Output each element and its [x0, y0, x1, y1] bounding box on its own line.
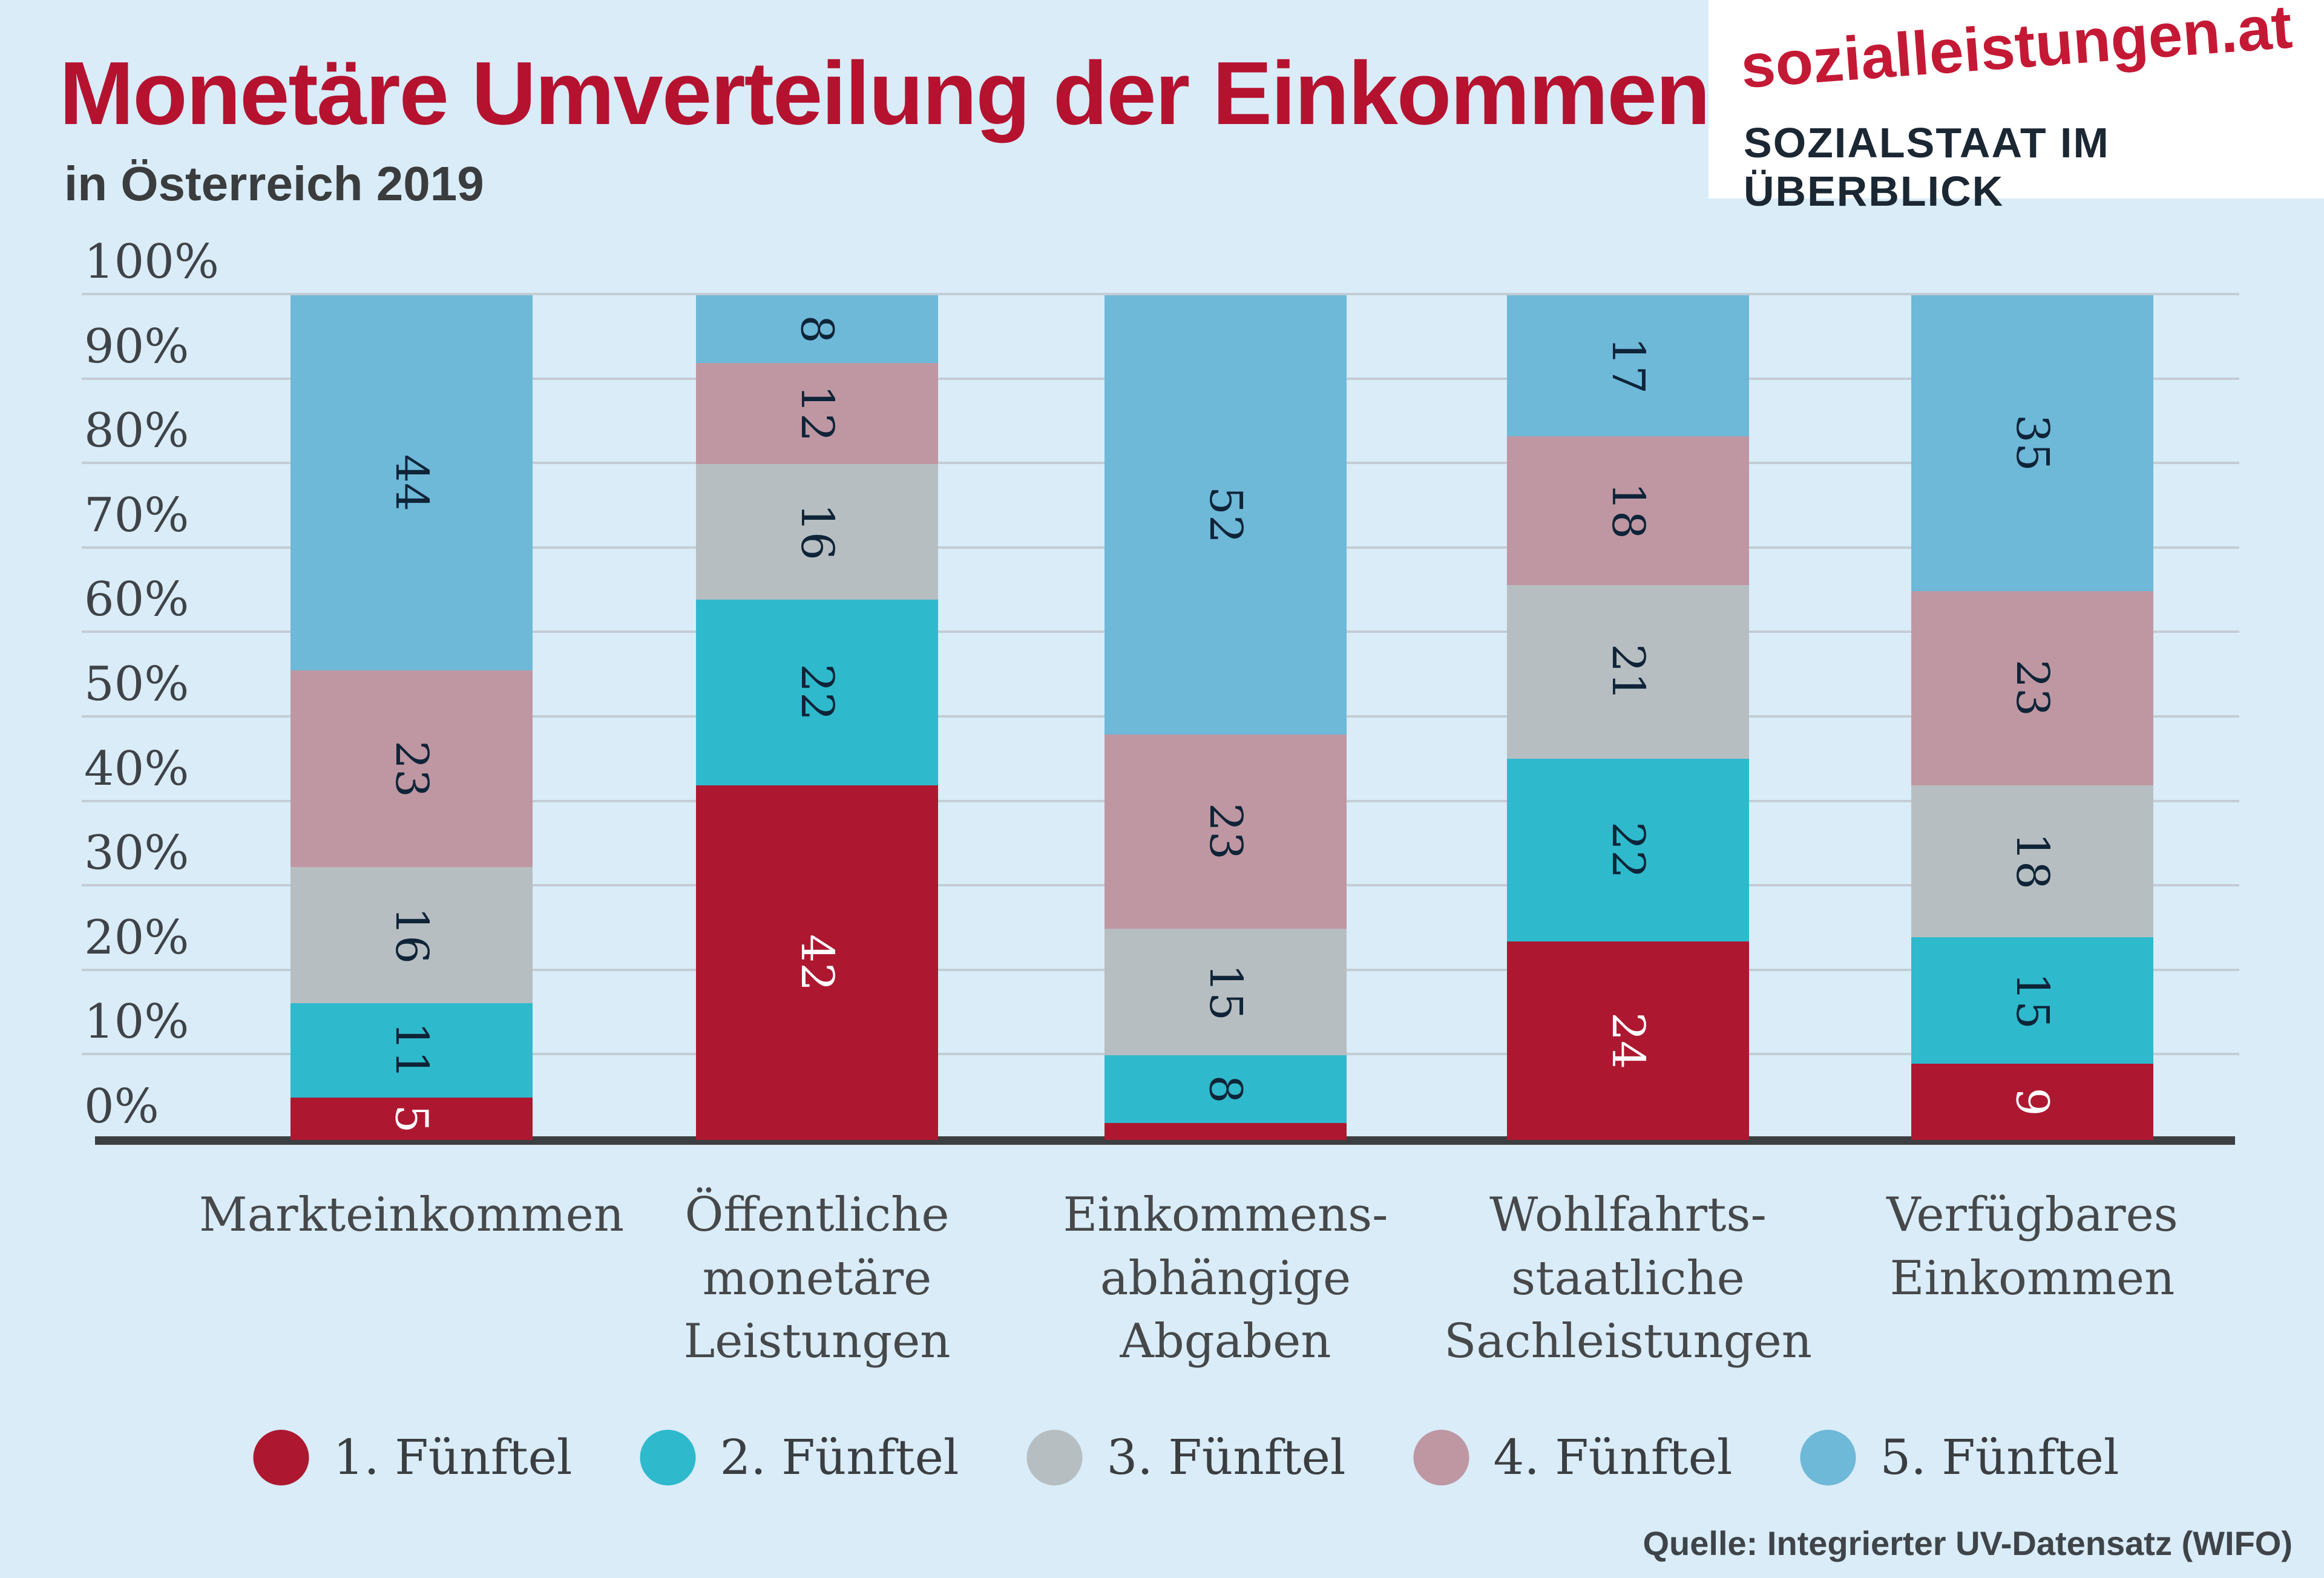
segment-value-label: 21 — [1601, 643, 1654, 701]
bar-1-segment-4: 23 — [290, 670, 533, 867]
bar-3: 8 15 23 52 — [1105, 295, 1347, 1140]
logo-wordmark: sozialleistungen.at — [1738, 0, 2294, 102]
legend-label: 3. Fünftel — [1106, 1429, 1346, 1485]
bar-3-segment-5: 52 — [1105, 295, 1347, 735]
x-category-label-5: Verfügbares Einkommen — [1886, 1188, 2178, 1306]
segment-value-label: 24 — [1601, 1012, 1654, 1069]
bar-2: 42 22 16 12 8 — [696, 295, 938, 1140]
x-category-label-3: Einkommens- abhängige Abgaben — [1063, 1188, 1388, 1369]
legend-item-4: 4. Fünftel — [1413, 1429, 1733, 1485]
bar-4-segment-4: 18 — [1507, 436, 1749, 586]
bar-2-segment-2: 22 — [696, 599, 938, 785]
segment-value-label: 23 — [1199, 803, 1252, 860]
bar-1-segment-2: 11 — [290, 1003, 533, 1098]
segment-value-label: 42 — [790, 934, 843, 991]
legend-swatch-icon — [1413, 1429, 1469, 1485]
page-title: Monetäre Umverteilung der Einkommen — [59, 44, 1710, 143]
bar-2-segment-5: 8 — [696, 295, 938, 363]
legend-item-3: 3. Fünftel — [1026, 1429, 1346, 1485]
segment-value-label: 35 — [2006, 414, 2058, 472]
legend-swatch-icon — [640, 1429, 696, 1485]
segment-value-label: 22 — [1601, 821, 1654, 879]
y-tick-label-80: 80% — [84, 404, 189, 459]
segment-value-label: 15 — [2006, 972, 2058, 1029]
y-tick-label-40: 40% — [84, 741, 189, 796]
legend-label: 2. Fünftel — [720, 1429, 959, 1485]
segment-value-label: 8 — [1200, 1075, 1252, 1104]
segment-value-label: 18 — [1601, 482, 1654, 539]
gridline-100 — [82, 293, 2239, 295]
bar-2-segment-1: 42 — [696, 785, 938, 1140]
y-tick-label-20: 20% — [84, 910, 189, 965]
bar-4-segment-2: 22 — [1507, 759, 1749, 941]
bar-1-segment-5: 44 — [290, 295, 533, 671]
y-tick-label-70: 70% — [84, 488, 189, 543]
legend-swatch-icon — [1026, 1429, 1083, 1485]
legend-label: 4. Fünftel — [1493, 1429, 1733, 1485]
segment-value-label: 23 — [385, 740, 438, 797]
segment-value-label: 9 — [2006, 1087, 2058, 1116]
bar-4: 24 22 21 18 17 — [1507, 295, 1749, 1140]
bar-5-segment-2: 15 — [1911, 937, 2153, 1064]
legend-item-2: 2. Fünftel — [640, 1429, 959, 1485]
legend-swatch-icon — [1800, 1429, 1856, 1485]
segment-value-label: 15 — [1199, 963, 1252, 1021]
bar-5-segment-1: 9 — [1911, 1064, 2153, 1140]
legend-swatch-icon — [253, 1429, 309, 1485]
bar-5-segment-4: 23 — [1911, 591, 2153, 785]
y-tick-label-90: 90% — [84, 319, 189, 374]
bar-3-segment-2: 8 — [1105, 1055, 1347, 1124]
segment-value-label: 5 — [386, 1104, 438, 1133]
bar-4-segment-5: 17 — [1507, 295, 1749, 436]
y-tick-label-0: 0% — [84, 1079, 159, 1134]
legend-item-5: 5. Fünftel — [1800, 1429, 2119, 1485]
bar-2-segment-4: 12 — [696, 362, 938, 465]
page-subtitle: in Österreich 2019 — [64, 157, 484, 211]
x-category-label-2: Öffentliche monetäre Leistungen — [683, 1188, 951, 1369]
bar-5-segment-3: 18 — [1911, 785, 2153, 937]
bar-5-segment-5: 35 — [1911, 295, 2153, 591]
logo: sozialleistungen.at SOZIALSTAAT IM ÜBERB… — [1709, 0, 2324, 215]
bar-3-segment-3: 15 — [1105, 929, 1347, 1056]
segment-value-label: 16 — [385, 906, 438, 964]
bar-3-segment-1 — [1105, 1123, 1347, 1140]
segment-value-label: 18 — [2006, 833, 2058, 890]
bar-4-segment-1: 24 — [1507, 941, 1749, 1140]
segment-value-label: 23 — [2006, 660, 2058, 717]
segment-value-label: 44 — [385, 454, 438, 512]
legend: 1. Fünftel 2. Fünftel 3. Fünftel 4. Fünftel… — [253, 1429, 2119, 1485]
legend-label: 1. Fünftel — [333, 1429, 573, 1485]
segment-value-label: 11 — [385, 1021, 438, 1079]
legend-label: 5. Fünftel — [1880, 1429, 2119, 1485]
bar-1-segment-3: 16 — [290, 866, 533, 1004]
y-tick-label-60: 60% — [84, 572, 189, 627]
bar-1-segment-1: 5 — [290, 1097, 533, 1140]
segment-value-label: 12 — [790, 385, 843, 442]
x-category-label-4: Wohlfahrts- staatliche Sachleistungen — [1443, 1188, 1813, 1369]
bar-5: 9 15 18 23 35 — [1911, 295, 2153, 1140]
y-tick-label-100: 100% — [84, 235, 219, 289]
segment-value-label: 22 — [790, 664, 843, 721]
plot-area: 100% 90% 80% 70% 60% 50% 40% 30% 20% 10% 0% 5 11 16 23… — [82, 238, 2239, 1369]
logo-tagline: SOZIALSTAAT IM ÜBERBLICK — [1744, 119, 2110, 215]
y-tick-label-50: 50% — [84, 657, 189, 712]
segment-value-label: 8 — [791, 315, 843, 344]
bar-4-segment-3: 21 — [1507, 585, 1749, 759]
bar-3-segment-4: 23 — [1105, 734, 1347, 929]
y-tick-label-10: 10% — [84, 995, 189, 1050]
y-tick-label-30: 30% — [84, 826, 189, 881]
bar-1: 5 11 16 23 44 — [290, 295, 533, 1140]
x-category-label-1: Markteinkommen — [199, 1188, 625, 1242]
bar-2-segment-3: 16 — [696, 464, 938, 600]
segment-value-label: 52 — [1199, 486, 1252, 544]
segment-value-label: 16 — [790, 503, 843, 560]
legend-item-1: 1. Fünftel — [253, 1429, 573, 1485]
segment-value-label: 17 — [1601, 337, 1654, 394]
source-note: Quelle: Integrierter UV-Datensatz (WIFO) — [1643, 1524, 2293, 1562]
